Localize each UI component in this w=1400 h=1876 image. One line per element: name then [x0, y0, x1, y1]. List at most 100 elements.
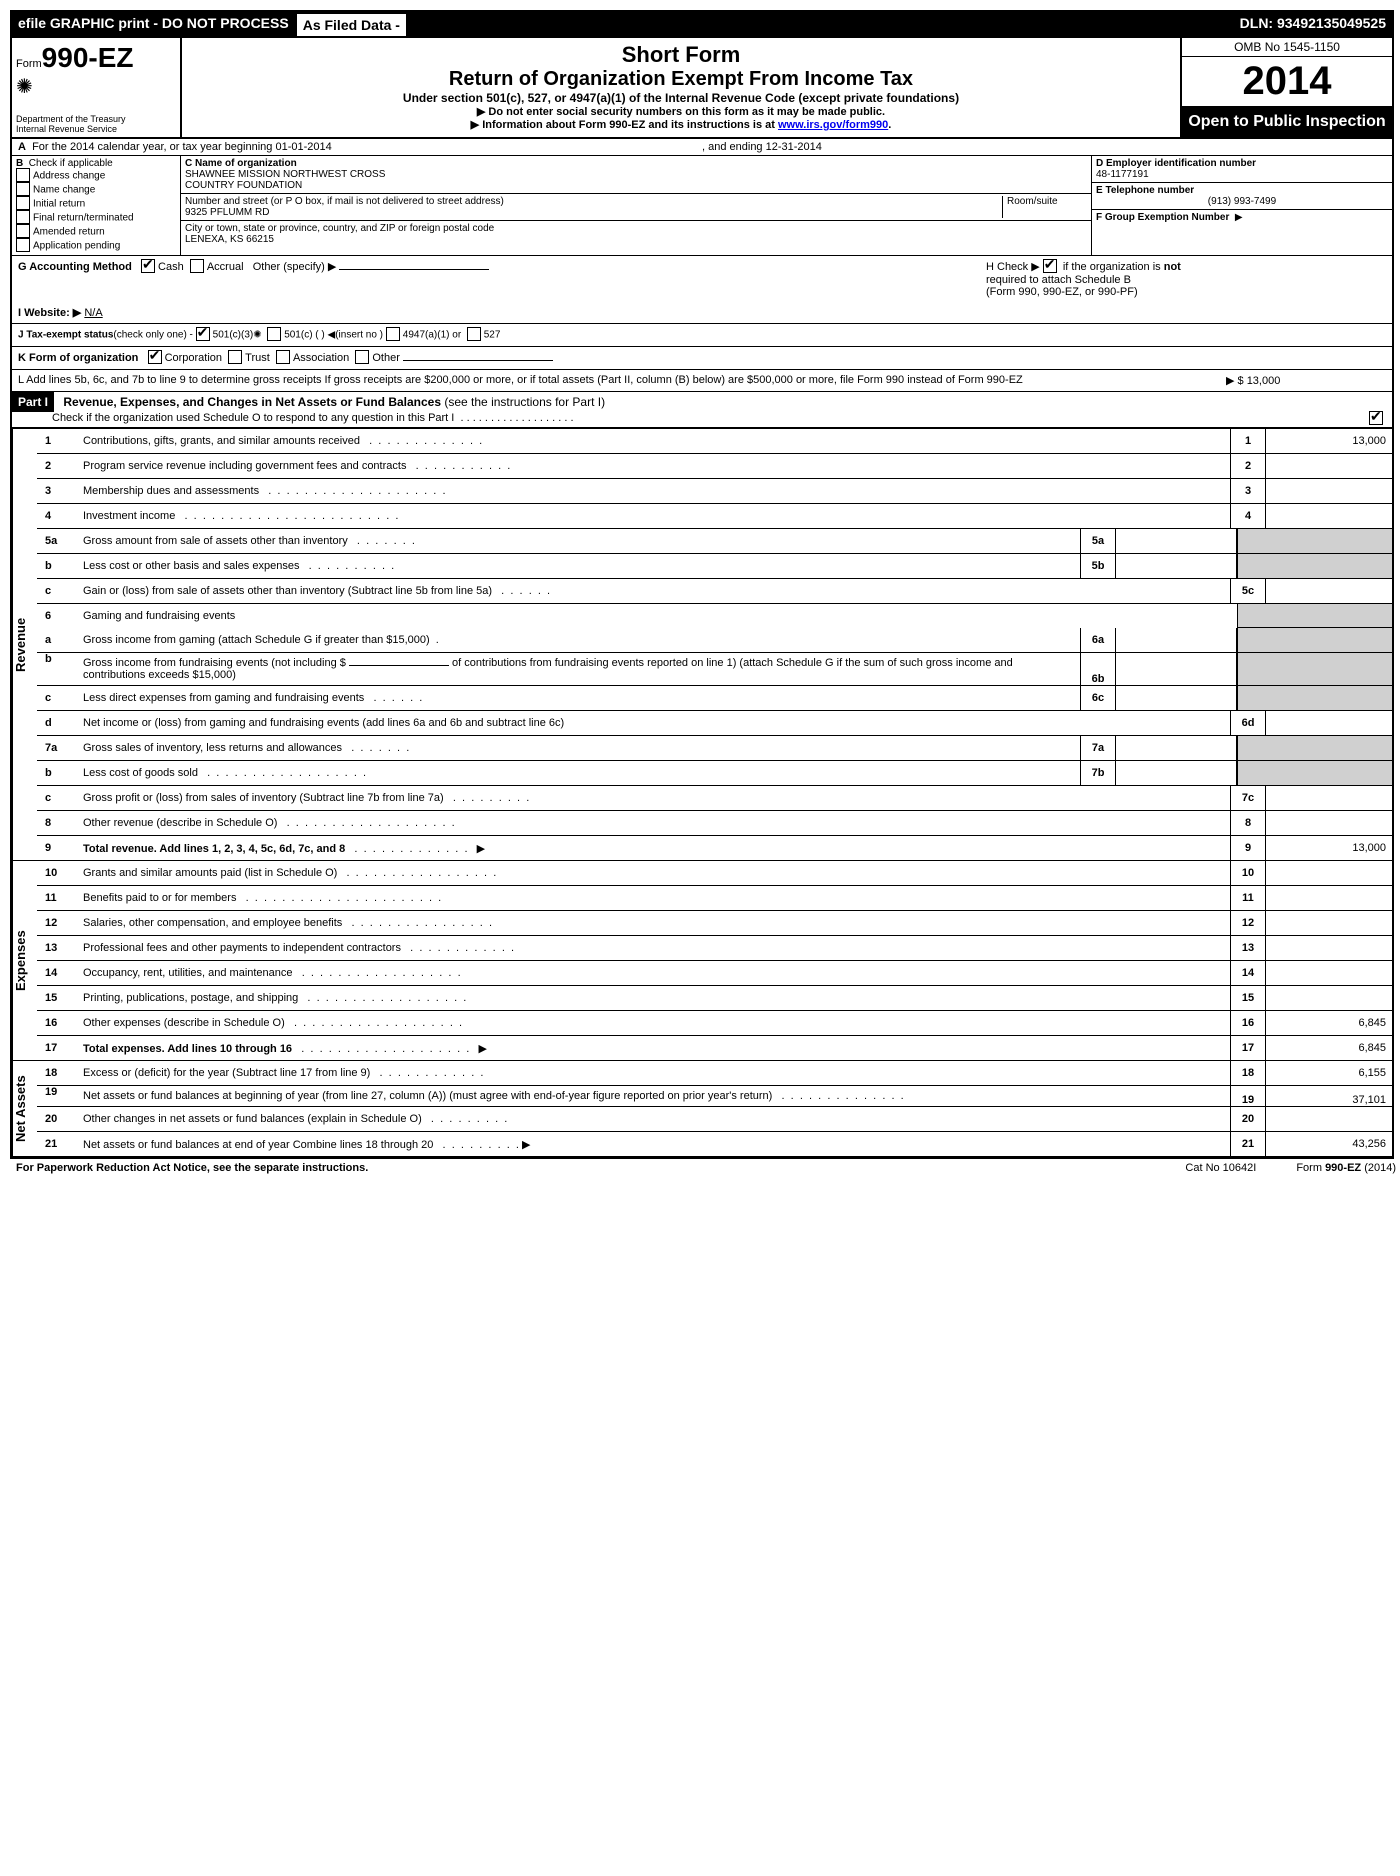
cb-accrual[interactable] — [190, 259, 204, 273]
line-6: 6 Gaming and fundraising events — [37, 604, 1392, 628]
l6a-desc: Gross income from gaming (attach Schedul… — [83, 634, 430, 646]
l14-num: 14 — [37, 967, 79, 979]
cb-association[interactable] — [276, 350, 290, 364]
cb-application-pending[interactable] — [16, 238, 30, 252]
dln-label: DLN: 93492135049525 — [1234, 12, 1392, 38]
l14-val — [1265, 961, 1392, 985]
line-8: 8 Other revenue (describe in Schedule O)… — [37, 811, 1392, 836]
cb-name-change[interactable] — [16, 182, 30, 196]
c-name-label: C Name of organization — [185, 158, 297, 169]
line-1: 1 Contributions, gifts, grants, and simi… — [37, 429, 1392, 454]
cb-address-change[interactable] — [16, 168, 30, 182]
l6c-stub — [1237, 686, 1392, 710]
l16-num: 16 — [37, 1017, 79, 1029]
l6b-num: b — [37, 653, 79, 665]
l1-num: 1 — [37, 435, 79, 447]
line-5c: c Gain or (loss) from sale of assets oth… — [37, 579, 1392, 604]
l5a-mv — [1116, 529, 1237, 553]
row-k: K Form of organization Corporation Trust… — [12, 347, 1392, 370]
l10-val — [1265, 861, 1392, 885]
l11-val — [1265, 886, 1392, 910]
cb-501c[interactable] — [267, 327, 281, 341]
row-g: G Accounting Method Cash Accrual Other (… — [18, 260, 986, 298]
part1-paren: (see the instructions for Part I) — [444, 395, 605, 409]
revenue-section: Revenue 1 Contributions, gifts, grants, … — [12, 428, 1392, 860]
l13-val — [1265, 936, 1392, 960]
l4-val — [1265, 504, 1392, 528]
l5c-rn: 5c — [1230, 579, 1265, 603]
note-info: ▶ Information about Form 990-EZ and its … — [186, 118, 1176, 131]
cb-amended-return[interactable] — [16, 224, 30, 238]
tax-year: 2014 — [1182, 57, 1392, 107]
street-value: 9325 PFLUMM RD — [185, 207, 269, 218]
l13-desc: Professional fees and other payments to … — [83, 942, 401, 954]
j-paren: (check only one) - — [113, 330, 192, 341]
expenses-label: Expenses — [12, 861, 37, 1060]
l5a-mn: 5a — [1080, 529, 1116, 553]
b-check-text: Check if applicable — [29, 158, 113, 169]
l6a-mv — [1116, 628, 1237, 652]
netassets-label: Net Assets — [12, 1061, 37, 1156]
l7c-rn: 7c — [1230, 786, 1265, 810]
line-6b: b Gross income from fundraising events (… — [37, 653, 1392, 686]
revenue-label: Revenue — [12, 429, 37, 860]
line-11: 11 Benefits paid to or for members . . .… — [37, 886, 1392, 911]
l10-rn: 10 — [1230, 861, 1265, 885]
line-7b: b Less cost of goods sold . . . . . . . … — [37, 761, 1392, 786]
l7b-desc: Less cost of goods sold — [83, 767, 198, 779]
form-subtitle: Under section 501(c), 527, or 4947(a)(1)… — [186, 91, 1176, 105]
l7c-desc: Gross profit or (loss) from sales of inv… — [83, 792, 444, 804]
l9-val: 13,000 — [1265, 836, 1392, 860]
cb-527[interactable] — [467, 327, 481, 341]
col-b: B Check if applicable Address change Nam… — [12, 156, 181, 255]
cb-final-return[interactable] — [16, 210, 30, 224]
l17-val: 6,845 — [1265, 1036, 1392, 1060]
l4-desc: Investment income — [83, 510, 175, 522]
l2-val — [1265, 454, 1392, 478]
revenue-rows: 1 Contributions, gifts, grants, and simi… — [37, 429, 1392, 860]
row-l: L Add lines 5b, 6c, and 7b to line 9 to … — [12, 370, 1392, 392]
l1-val: 13,000 — [1265, 429, 1392, 453]
cb-part1-scho[interactable] — [1369, 411, 1383, 425]
line-7a: 7a Gross sales of inventory, less return… — [37, 736, 1392, 761]
l3-val — [1265, 479, 1392, 503]
row-a: A For the 2014 calendar year, or tax yea… — [12, 139, 1392, 156]
cb-corporation[interactable] — [148, 350, 162, 364]
irs-link[interactable]: www.irs.gov/form990 — [778, 119, 888, 131]
l5c-desc: Gain or (loss) from sale of assets other… — [83, 585, 492, 597]
cb-trust[interactable] — [228, 350, 242, 364]
cb-501c3[interactable] — [196, 327, 210, 341]
line-20: 20 Other changes in net assets or fund b… — [37, 1107, 1392, 1132]
l-text: L Add lines 5b, 6c, and 7b to line 9 to … — [18, 374, 1216, 387]
l17-rn: 17 — [1230, 1036, 1265, 1060]
g-label: G Accounting Method — [18, 261, 132, 273]
l12-rn: 12 — [1230, 911, 1265, 935]
l6b-d1: Gross income from fundraising events (no… — [83, 657, 349, 669]
l1-rn: 1 — [1230, 429, 1265, 453]
cb-initial-return[interactable] — [16, 196, 30, 210]
cb-other[interactable] — [355, 350, 369, 364]
l8-rn: 8 — [1230, 811, 1265, 835]
part1-title-wrap: Revenue, Expenses, and Changes in Net As… — [57, 392, 611, 412]
cb-cash[interactable] — [141, 259, 155, 273]
line-15: 15 Printing, publications, postage, and … — [37, 986, 1392, 1011]
l18-desc: Excess or (deficit) for the year (Subtra… — [83, 1067, 370, 1079]
header: Form990-EZ ✺ Department of the Treasury … — [12, 38, 1392, 139]
cb-4947[interactable] — [386, 327, 400, 341]
l5c-num: c — [37, 585, 79, 597]
l7a-stub — [1237, 736, 1392, 760]
k-other: Other — [372, 352, 400, 364]
l21-val: 43,256 — [1265, 1132, 1392, 1156]
l11-desc: Benefits paid to or for members — [83, 892, 236, 904]
l15-rn: 15 — [1230, 986, 1265, 1010]
line-10: 10 Grants and similar amounts paid (list… — [37, 861, 1392, 886]
b-item-5: Application pending — [33, 241, 120, 252]
l7b-num: b — [37, 767, 79, 779]
row-i: I Website: ▶ N/A — [12, 302, 1392, 324]
l1-desc: Contributions, gifts, grants, and simila… — [83, 435, 360, 447]
line-18: 18 Excess or (deficit) for the year (Sub… — [37, 1061, 1392, 1086]
footer-left: For Paperwork Reduction Act Notice, see … — [16, 1162, 1145, 1174]
cb-h[interactable] — [1043, 259, 1057, 273]
part1-check: Check if the organization used Schedule … — [12, 412, 1392, 427]
form-number: 990-EZ — [42, 42, 134, 73]
